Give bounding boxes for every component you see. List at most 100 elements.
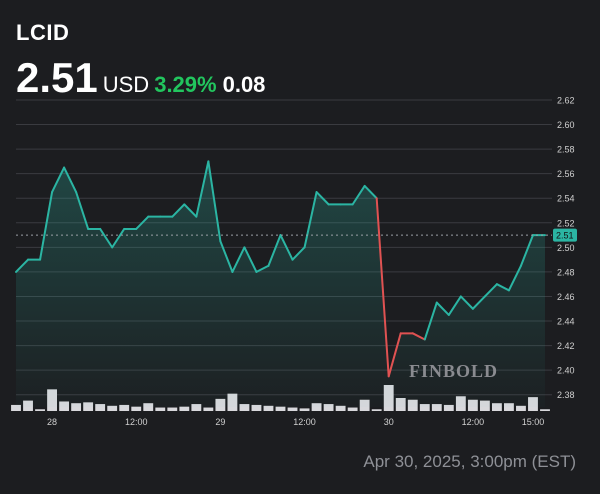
volume-bar: [203, 407, 214, 411]
y-tick-label: 2.58: [557, 145, 575, 155]
y-tick-label: 2.60: [557, 120, 575, 130]
x-tick-label: 12:00: [125, 417, 148, 427]
current-price-tag: 2.51: [553, 228, 577, 242]
price-line-segment: [279, 234, 294, 261]
y-tick-label: 2.48: [557, 267, 575, 277]
y-axis-ticks: 2.38 2.40 2.42 2.44 2.46 2.48 2.50 2.52 2.54 2.56…: [557, 96, 575, 401]
volume-bar: [299, 408, 310, 411]
price-line-segment: [39, 191, 54, 261]
price-line-segment: [291, 246, 306, 261]
price-line-segment: [63, 166, 78, 194]
finbold-watermark: FINBOLD: [409, 361, 498, 381]
y-tick-label: 2.44: [557, 317, 575, 327]
volume-bar: [131, 406, 142, 411]
y-tick-label: 2.40: [557, 366, 575, 376]
price-line-segment: [255, 264, 270, 273]
price-line-segment: [207, 160, 222, 243]
x-tick-label: 12:00: [462, 417, 485, 427]
percent-change: 3.29%: [154, 72, 217, 97]
y-tick-label: 2.62: [557, 96, 575, 106]
price-line-segment: [435, 301, 450, 316]
price-line-segment: [183, 203, 198, 218]
volume-bar: [167, 407, 178, 411]
price-line-segment: [267, 234, 282, 267]
price-line-segment: [471, 295, 486, 310]
y-tick-label: 2.38: [557, 390, 575, 400]
volume-bar: [287, 407, 298, 411]
current-price: 2.51: [16, 54, 98, 101]
quote-row: 2.51 USD 3.29% 0.08: [16, 54, 265, 102]
volume-bar: [323, 404, 334, 411]
price-line-segment: [375, 197, 390, 378]
price-line-segment: [495, 283, 510, 292]
volume-bar: [371, 409, 382, 411]
x-tick-label: 30: [384, 417, 394, 427]
timestamp: Apr 30, 2025, 3:00pm (EST): [363, 452, 576, 471]
volume-bar: [431, 404, 442, 411]
price-line-segment: [75, 191, 90, 230]
price-line-segment: [99, 227, 114, 249]
price-line-segment: [447, 295, 462, 316]
price-line-segment: [195, 160, 210, 218]
volume-bar: [191, 404, 202, 411]
price-line-segment: [351, 184, 366, 206]
current-price-tag-bg: [553, 228, 577, 242]
price-line-segment: [111, 227, 126, 249]
volume-bar: [504, 403, 514, 411]
price-line-segment: [507, 264, 522, 292]
volume-bar: [11, 404, 21, 411]
y-tick-label: 2.46: [557, 292, 575, 302]
volume-bar: [516, 405, 526, 411]
y-tick-label: 2.54: [557, 194, 575, 204]
y-tick-label: 2.52: [557, 218, 575, 228]
y-tick-label: 2.56: [557, 169, 575, 179]
price-line-segment: [219, 240, 234, 273]
price-line-segment: [411, 332, 426, 341]
volume-bar: [155, 407, 166, 411]
volume-bar: [119, 404, 130, 411]
volume-bar: [540, 409, 550, 411]
x-tick-label: 29: [215, 417, 225, 427]
price-line-segment: [483, 283, 498, 298]
price-line-segment: [171, 203, 186, 218]
currency-label: USD: [102, 72, 150, 97]
y-tick-label: 2.42: [557, 341, 575, 351]
price-line-segment: [363, 184, 378, 200]
volume-bar: [95, 404, 106, 411]
volume-bar: [347, 407, 358, 411]
volume-bar: [311, 403, 322, 411]
price-line-segment: [15, 258, 30, 273]
volume-bar: [71, 403, 82, 411]
volume-bar: [335, 405, 346, 411]
volume-bar: [35, 409, 45, 411]
volume-bar: [251, 404, 262, 411]
volume-bar: [239, 404, 250, 411]
x-tick-label: 15:00: [522, 417, 545, 427]
volume-bar: [107, 405, 118, 411]
price-line-segment: [135, 215, 150, 230]
x-tick-label: 28: [47, 417, 57, 427]
price-line-segment: [459, 295, 474, 310]
price-line: [15, 160, 546, 378]
price-line-segment: [243, 246, 258, 273]
current-price-tag-label: 2.51: [556, 231, 574, 241]
price-line-segment: [387, 332, 402, 378]
volume-bar: [491, 403, 502, 411]
x-tick-label: 12:00: [293, 417, 316, 427]
volume-bar: [263, 405, 274, 411]
volume-bar: [275, 406, 286, 411]
volume-bar: [419, 404, 430, 411]
price-line-segment: [51, 166, 66, 194]
price-line-segment: [315, 191, 330, 206]
ticker-symbol: LCID: [16, 20, 70, 45]
volume-bar: [143, 403, 154, 411]
price-line-segment: [423, 301, 438, 341]
absolute-change: 0.08: [222, 72, 266, 97]
y-tick-label: 2.50: [557, 243, 575, 253]
price-area-fill: [16, 161, 545, 407]
price-line-segment: [519, 234, 534, 267]
x-axis-ticks: 28 12:00 29 12:00 30 12:00 15:00: [47, 417, 544, 427]
volume-bar: [443, 404, 454, 411]
